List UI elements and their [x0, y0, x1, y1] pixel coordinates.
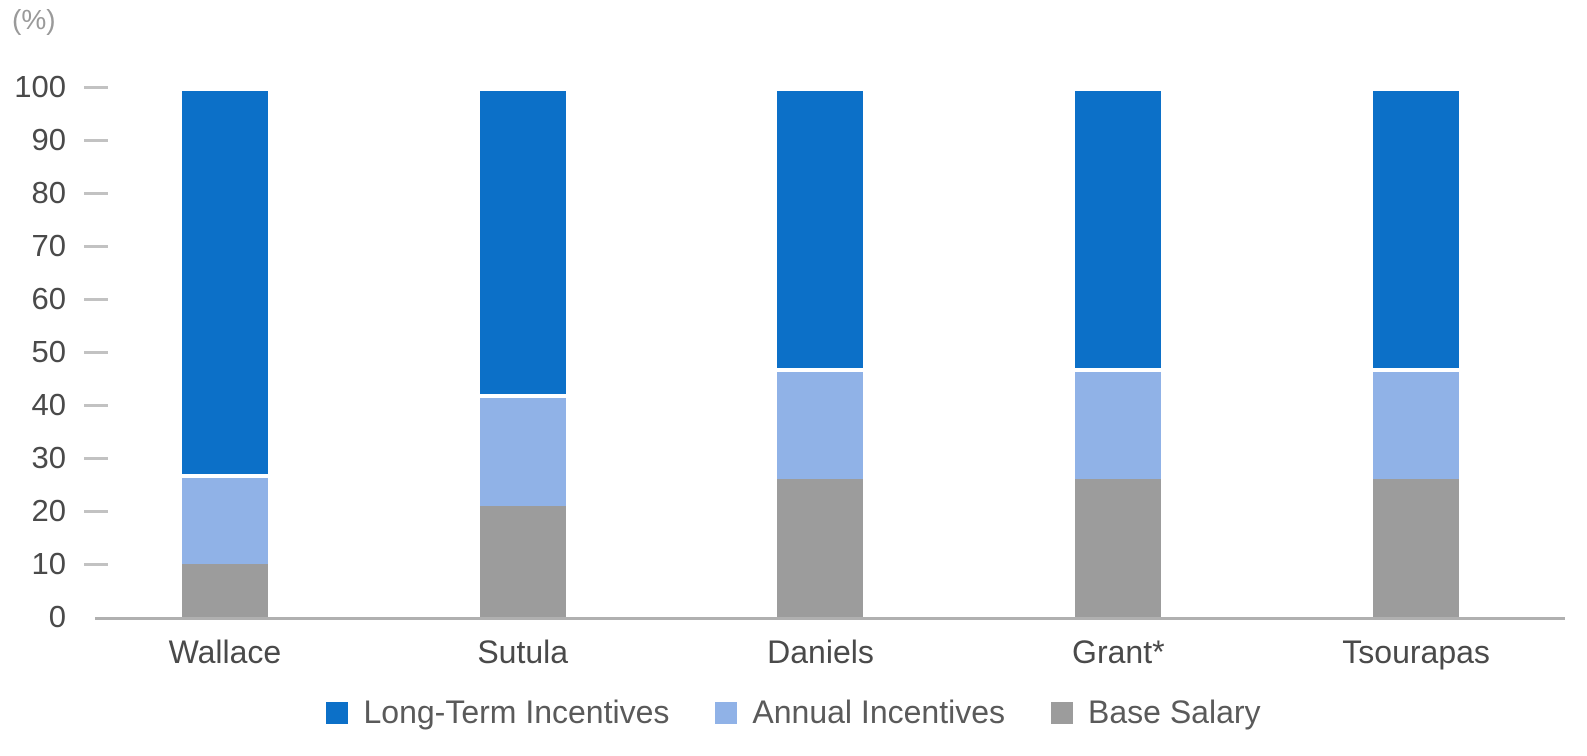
bar-segment-base-salary — [479, 505, 566, 617]
bar-segment-base-salary — [1075, 479, 1162, 617]
y-tick-label: 100 — [14, 69, 66, 104]
y-tick-dash — [84, 456, 108, 460]
x-category-label-tsourapas: Tsourapas — [1342, 634, 1490, 670]
y-tick-label: 40 — [31, 387, 66, 422]
legend: Long-Term Incentives Annual Incentives Bas… — [0, 694, 1587, 731]
x-category-label-grant: Grant* — [1072, 634, 1165, 670]
bar-segment-annual-incentives — [777, 367, 864, 480]
x-category-label-wallace: Wallace — [168, 634, 282, 670]
y-tick-dash — [84, 138, 108, 142]
x-axis-labels: Wallace Sutula Daniels Grant* Tsourapas — [76, 634, 1565, 671]
bar-segment-annual-incentives — [181, 473, 268, 564]
bar-segment-annual-incentives — [1075, 367, 1162, 480]
legend-label-long-term-incentives: Long-Term Incentives — [363, 694, 670, 730]
y-tick-dash — [84, 85, 108, 89]
bar-group-daniels — [672, 87, 970, 617]
x-category-label-sutula: Sutula — [477, 634, 569, 670]
bar-group-tsourapas — [1267, 87, 1565, 617]
y-tick-label: 60 — [31, 281, 66, 316]
legend-swatch-base-salary — [1051, 701, 1073, 724]
y-tick-label: 20 — [31, 493, 66, 528]
legend-swatch-annual-incentives — [715, 701, 738, 724]
y-tick-dash — [84, 350, 108, 354]
bar-segment-long-term-incentives — [479, 87, 566, 395]
y-tick-dash — [84, 297, 108, 301]
legend-label-base-salary: Base Salary — [1088, 694, 1261, 730]
legend-item-annual-incentives: Annual Incentives — [715, 694, 1005, 731]
bar-segment-base-salary — [181, 564, 268, 617]
legend-item-long-term-incentives: Long-Term Incentives — [326, 694, 669, 731]
bar-sutula — [479, 87, 566, 617]
y-tick-dash — [84, 403, 108, 407]
bar-group-sutula — [374, 87, 672, 617]
y-tick-label: 90 — [31, 122, 66, 157]
legend-swatch-long-term-incentives — [326, 701, 349, 724]
bar-segment-base-salary — [777, 479, 864, 617]
bar-segment-long-term-incentives — [1075, 87, 1162, 368]
y-tick-label: 30 — [31, 440, 66, 475]
y-tick-dash — [84, 562, 108, 566]
bar-segment-base-salary — [1373, 479, 1460, 617]
y-tick-label: 50 — [31, 334, 66, 369]
bar-segment-long-term-incentives — [1373, 87, 1460, 368]
bar-daniels — [777, 87, 864, 617]
y-tick-dash — [84, 509, 108, 513]
y-tick-label: 10 — [31, 546, 66, 581]
plot-area — [76, 87, 1565, 617]
y-tick-dash — [84, 244, 108, 248]
y-tick-label: 70 — [31, 228, 66, 263]
bar-group-grant — [969, 87, 1267, 617]
bar-segment-long-term-incentives — [181, 87, 268, 474]
legend-item-base-salary: Base Salary — [1051, 694, 1261, 731]
y-tick-label: 80 — [31, 175, 66, 210]
y-tick-dash — [84, 191, 108, 195]
x-category-label-daniels: Daniels — [767, 634, 874, 670]
bar-segment-annual-incentives — [1373, 367, 1460, 480]
x-axis-line — [95, 617, 1565, 620]
legend-label-annual-incentives: Annual Incentives — [752, 694, 1005, 730]
bar-segment-long-term-incentives — [777, 87, 864, 368]
bar-segment-annual-incentives — [479, 394, 566, 506]
bar-grant — [1075, 87, 1162, 617]
bar-group-wallace — [76, 87, 374, 617]
y-tick-label: 0 — [48, 599, 66, 634]
bar-tsourapas — [1373, 87, 1460, 617]
y-axis-unit-label: (%) — [12, 4, 56, 35]
bar-wallace — [181, 87, 268, 617]
